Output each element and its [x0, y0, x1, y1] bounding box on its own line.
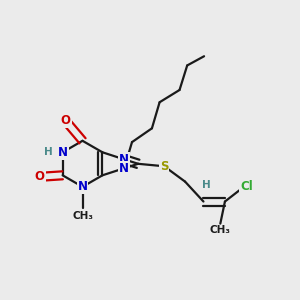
Text: Cl: Cl — [240, 180, 253, 193]
Text: H: H — [44, 147, 52, 157]
Text: O: O — [61, 114, 71, 128]
Text: O: O — [34, 170, 45, 183]
Text: CH₃: CH₃ — [210, 225, 231, 235]
Text: N: N — [119, 162, 129, 175]
Text: H: H — [202, 180, 211, 190]
Text: N: N — [119, 153, 129, 166]
Text: N: N — [58, 146, 68, 159]
Text: S: S — [160, 160, 168, 173]
Text: CH₃: CH₃ — [72, 211, 93, 221]
Text: N: N — [77, 180, 88, 193]
